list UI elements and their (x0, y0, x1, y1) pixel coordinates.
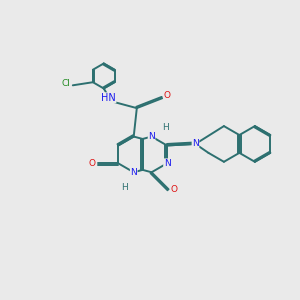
Text: O: O (89, 159, 96, 168)
Text: O: O (164, 92, 171, 100)
Text: H: H (121, 183, 128, 192)
Text: N: N (148, 132, 155, 141)
Text: N: N (164, 159, 170, 168)
Text: N: N (192, 140, 199, 148)
Text: O: O (170, 185, 177, 194)
Text: H: H (162, 123, 169, 132)
Text: N: N (130, 168, 137, 177)
Text: Cl: Cl (62, 79, 71, 88)
Text: HN: HN (101, 93, 116, 103)
